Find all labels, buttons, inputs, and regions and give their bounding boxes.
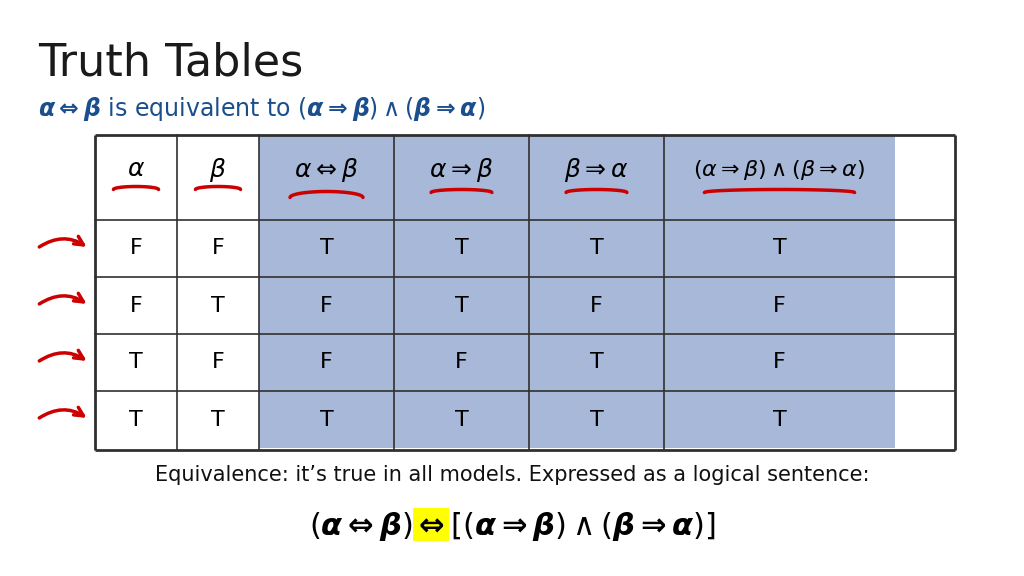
Bar: [394, 277, 529, 334]
Bar: [95, 391, 177, 448]
Text: F: F: [130, 295, 142, 316]
Text: T: T: [455, 295, 468, 316]
Bar: [394, 391, 529, 448]
Text: T: T: [455, 410, 468, 430]
Text: T: T: [129, 410, 143, 430]
Text: $\boldsymbol{\alpha \Leftrightarrow \beta}$ is equivalent to $(\boldsymbol{\alph: $\boldsymbol{\alpha \Leftrightarrow \bet…: [38, 95, 485, 123]
Bar: [259, 277, 394, 334]
Text: T: T: [590, 238, 603, 259]
Bar: [95, 334, 177, 391]
Text: $\beta$: $\beta$: [209, 156, 226, 184]
Text: F: F: [130, 238, 142, 259]
Text: $(\alpha{\Rightarrow}\beta) \wedge (\beta{\Rightarrow}\alpha)$: $(\alpha{\Rightarrow}\beta) \wedge (\bet…: [693, 157, 865, 181]
Bar: [95, 135, 177, 220]
Text: $\beta \Rightarrow \alpha$: $\beta \Rightarrow \alpha$: [564, 156, 629, 184]
Text: Truth Tables: Truth Tables: [38, 42, 303, 85]
Text: F: F: [455, 353, 468, 373]
Bar: [177, 277, 259, 334]
Bar: [394, 135, 529, 220]
Bar: [664, 277, 895, 334]
Bar: [177, 334, 259, 391]
Bar: [529, 391, 664, 448]
Bar: [529, 334, 664, 391]
Text: F: F: [321, 353, 333, 373]
Bar: [394, 334, 529, 391]
Bar: [95, 277, 177, 334]
Text: F: F: [590, 295, 603, 316]
Bar: [177, 220, 259, 277]
Text: F: F: [212, 238, 224, 259]
Text: $\alpha \Rightarrow \beta$: $\alpha \Rightarrow \beta$: [429, 156, 494, 184]
Text: T: T: [211, 295, 225, 316]
Bar: [177, 135, 259, 220]
Text: T: T: [590, 353, 603, 373]
Bar: [259, 220, 394, 277]
Text: F: F: [321, 295, 333, 316]
Bar: [664, 220, 895, 277]
Text: F: F: [212, 353, 224, 373]
Text: $\alpha \Leftrightarrow \beta$: $\alpha \Leftrightarrow \beta$: [294, 156, 358, 184]
Bar: [529, 135, 664, 220]
Bar: [664, 391, 895, 448]
Bar: [529, 220, 664, 277]
Text: F: F: [773, 353, 785, 373]
Bar: [529, 277, 664, 334]
Text: T: T: [773, 410, 786, 430]
Text: $(\boldsymbol{\alpha \Leftrightarrow \beta}) \boldsymbol{\Leftrightarrow} [(\bol: $(\boldsymbol{\alpha \Leftrightarrow \be…: [308, 510, 716, 543]
Bar: [177, 391, 259, 448]
Text: Equivalence: it’s true in all models. Expressed as a logical sentence:: Equivalence: it’s true in all models. Ex…: [155, 465, 869, 485]
Text: T: T: [455, 238, 468, 259]
Bar: [394, 220, 529, 277]
Text: T: T: [129, 353, 143, 373]
Bar: [664, 135, 895, 220]
Bar: [259, 334, 394, 391]
Text: $\alpha$: $\alpha$: [127, 157, 145, 181]
Text: T: T: [211, 410, 225, 430]
Bar: [413, 508, 449, 541]
Bar: [259, 391, 394, 448]
Bar: [259, 135, 394, 220]
Text: T: T: [590, 410, 603, 430]
Text: F: F: [773, 295, 785, 316]
Bar: [664, 334, 895, 391]
Text: T: T: [773, 238, 786, 259]
Text: T: T: [319, 238, 334, 259]
Text: T: T: [319, 410, 334, 430]
Bar: [95, 220, 177, 277]
